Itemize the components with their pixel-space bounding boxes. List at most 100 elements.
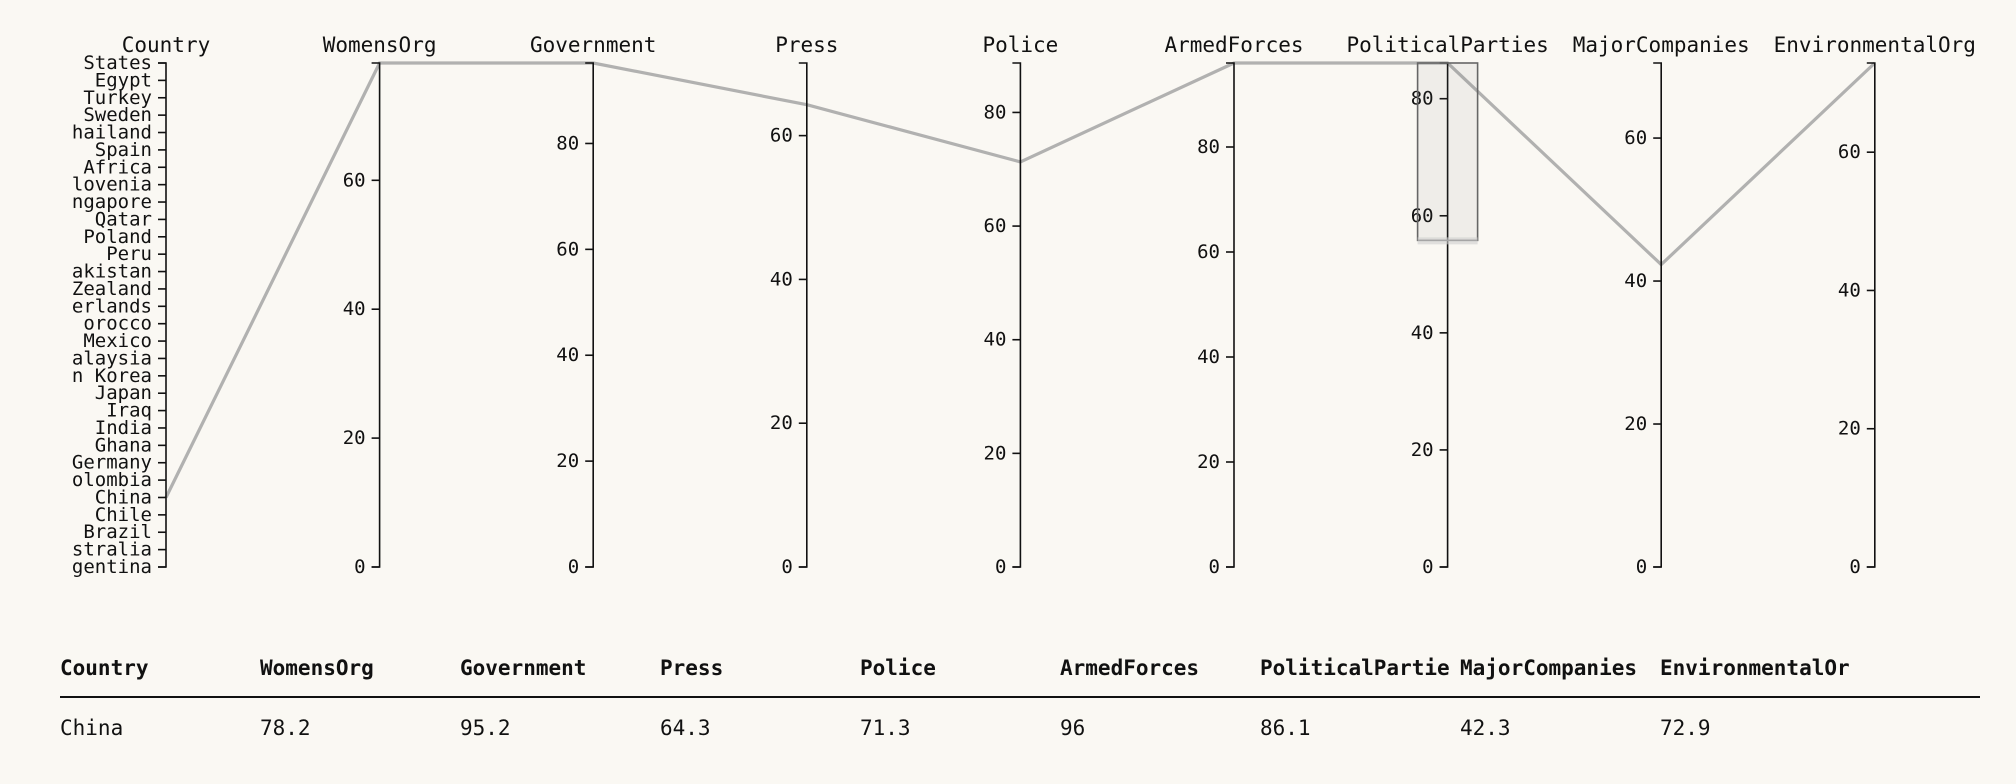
tick-label-japan: Japan — [95, 382, 152, 404]
tick-label: 40 — [770, 268, 793, 290]
tick-label: 20 — [1838, 418, 1861, 440]
tick-label: 0 — [568, 556, 579, 578]
tick-label: 60 — [1838, 141, 1861, 163]
tick-label: 20 — [1197, 451, 1220, 473]
tick-label: 40 — [1411, 322, 1434, 344]
header-country: Country — [60, 656, 149, 680]
cell-police: 71.3 — [860, 716, 911, 740]
axis-press[interactable]: Press 0 20 40 60 — [770, 33, 839, 578]
axis-title-politicalparties: PoliticalParties — [1346, 33, 1548, 57]
axis-title-majorcompanies: MajorCompanies — [1573, 33, 1750, 57]
axis-armedforces[interactable]: ArmedForces 0 20 40 60 80 — [1164, 33, 1303, 578]
tick-label-hailand: hailand — [72, 122, 152, 144]
axis-government[interactable]: Government 0 20 40 60 80 — [530, 33, 656, 578]
cell-majorcompanies: 42.3 — [1460, 716, 1511, 740]
cell-government: 95.2 — [460, 716, 511, 740]
tick-label: 0 — [995, 556, 1006, 578]
tick-label-orocco: orocco — [83, 313, 152, 335]
tick-label-turkey: Turkey — [83, 87, 152, 109]
tick-label-germany: Germany — [72, 452, 152, 474]
axis-country[interactable]: CountryStatesEgyptTurkeySwedenhailandSpa… — [72, 33, 210, 578]
axis-title-environmentalorg: EnvironmentalOrg — [1774, 33, 1976, 57]
header-womensorg: WomensOrg — [260, 656, 374, 680]
tick-label-n-korea: n Korea — [72, 365, 152, 387]
tick-label-akistan: akistan — [72, 261, 152, 283]
axis-title-womensorg: WomensOrg — [323, 33, 437, 57]
tick-label-poland: Poland — [83, 226, 152, 248]
cell-womensorg: 78.2 — [260, 716, 311, 740]
tick-label: 20 — [343, 427, 366, 449]
tick-label-stralia: stralia — [72, 539, 152, 561]
tick-label-peru: Peru — [106, 243, 152, 265]
tick-label: 80 — [556, 132, 579, 154]
axis-title-armedforces: ArmedForces — [1164, 33, 1303, 57]
axis-environmentalorg[interactable]: EnvironmentalOrg 0 20 40 60 — [1774, 33, 1976, 578]
tick-label: 0 — [354, 556, 365, 578]
tick-label: 80 — [1197, 136, 1220, 158]
brush-selection-politicalparties[interactable] — [1416, 62, 1479, 242]
tick-label-india: India — [95, 417, 152, 439]
axis-line-police — [1012, 62, 1022, 568]
header-politicalparties: PoliticalPartie — [1260, 656, 1450, 680]
table-row[interactable]: China 78.2 95.2 64.3 71.3 96 86.1 42.3 7… — [60, 708, 1980, 748]
tick-label: 20 — [1624, 413, 1647, 435]
tick-label: 60 — [1624, 127, 1647, 149]
tick-label: 0 — [1209, 556, 1220, 578]
tick-label: 0 — [1422, 556, 1433, 578]
axis-title-press: Press — [775, 33, 838, 57]
tick-label-ngapore: ngapore — [72, 191, 152, 213]
axis-politicalparties[interactable]: PoliticalParties 0 20 40 60 80 — [1346, 33, 1548, 578]
header-armedforces: ArmedForces — [1060, 656, 1200, 680]
tick-label-spain: Spain — [95, 139, 152, 161]
tick-label: 60 — [556, 238, 579, 260]
parallel-coordinates-chart: CountryStatesEgyptTurkeySwedenhailandSpa… — [72, 33, 1976, 578]
tick-label: 40 — [556, 344, 579, 366]
tick-label-china: China — [95, 486, 152, 508]
axis-womensorg[interactable]: WomensOrg 0 20 40 60 — [323, 33, 437, 578]
axis-line-government — [585, 62, 594, 568]
axis-title-country: Country — [122, 33, 211, 57]
tick-label: 40 — [343, 298, 366, 320]
axis-majorcompanies[interactable]: MajorCompanies 0 20 40 60 — [1573, 33, 1750, 578]
header-police: Police — [860, 656, 936, 680]
table-divider — [60, 696, 1980, 698]
tick-label: 20 — [770, 412, 793, 434]
axis-police[interactable]: Police 0 20 40 60 80 — [982, 33, 1058, 578]
axes: CountryStatesEgyptTurkeySwedenhailandSpa… — [72, 33, 1976, 578]
cell-environmentalorg: 72.9 — [1660, 716, 1711, 740]
axis-title-police: Police — [982, 33, 1058, 57]
axis-line-womensorg — [371, 62, 381, 568]
tick-label: 60 — [984, 215, 1007, 237]
axis-line-environmentalorg — [1866, 62, 1876, 568]
tick-label: 40 — [1197, 346, 1220, 368]
tick-label-lovenia: lovenia — [72, 174, 152, 196]
brush-handle-bottom[interactable] — [1417, 237, 1478, 245]
tick-label: 80 — [1411, 88, 1434, 110]
tick-label: 60 — [1411, 205, 1434, 227]
tick-label-zealand: Zealand — [72, 278, 152, 300]
tick-label-states: States — [83, 52, 152, 74]
tick-label: 20 — [1411, 439, 1434, 461]
tick-label: 20 — [984, 442, 1007, 464]
tick-label-gentina: gentina — [72, 556, 152, 578]
tick-label-ghana: Ghana — [95, 434, 152, 456]
tick-label: 40 — [1838, 279, 1861, 301]
cell-press: 64.3 — [660, 716, 711, 740]
tick-label: 80 — [984, 101, 1007, 123]
tick-label: 0 — [781, 556, 792, 578]
axis-line-press — [798, 62, 808, 568]
tick-label-mexico: Mexico — [83, 330, 152, 352]
table-header-row: Country WomensOrg Government Press Polic… — [60, 648, 1980, 688]
header-environmentalorg: EnvironmentalOr — [1660, 656, 1850, 680]
tick-label-qatar: Qatar — [95, 208, 152, 230]
tick-label-erlands: erlands — [72, 295, 152, 317]
tick-label-sweden: Sweden — [83, 104, 152, 126]
header-government: Government — [460, 656, 587, 680]
tick-label-olombia: olombia — [72, 469, 152, 491]
data-table: Country WomensOrg Government Press Polic… — [60, 648, 1980, 748]
tick-label: 0 — [1636, 556, 1647, 578]
cell-politicalparties: 86.1 — [1260, 716, 1311, 740]
header-majorcompanies: MajorCompanies — [1460, 656, 1638, 680]
tick-label: 60 — [770, 125, 793, 147]
tick-label: 40 — [1624, 270, 1647, 292]
